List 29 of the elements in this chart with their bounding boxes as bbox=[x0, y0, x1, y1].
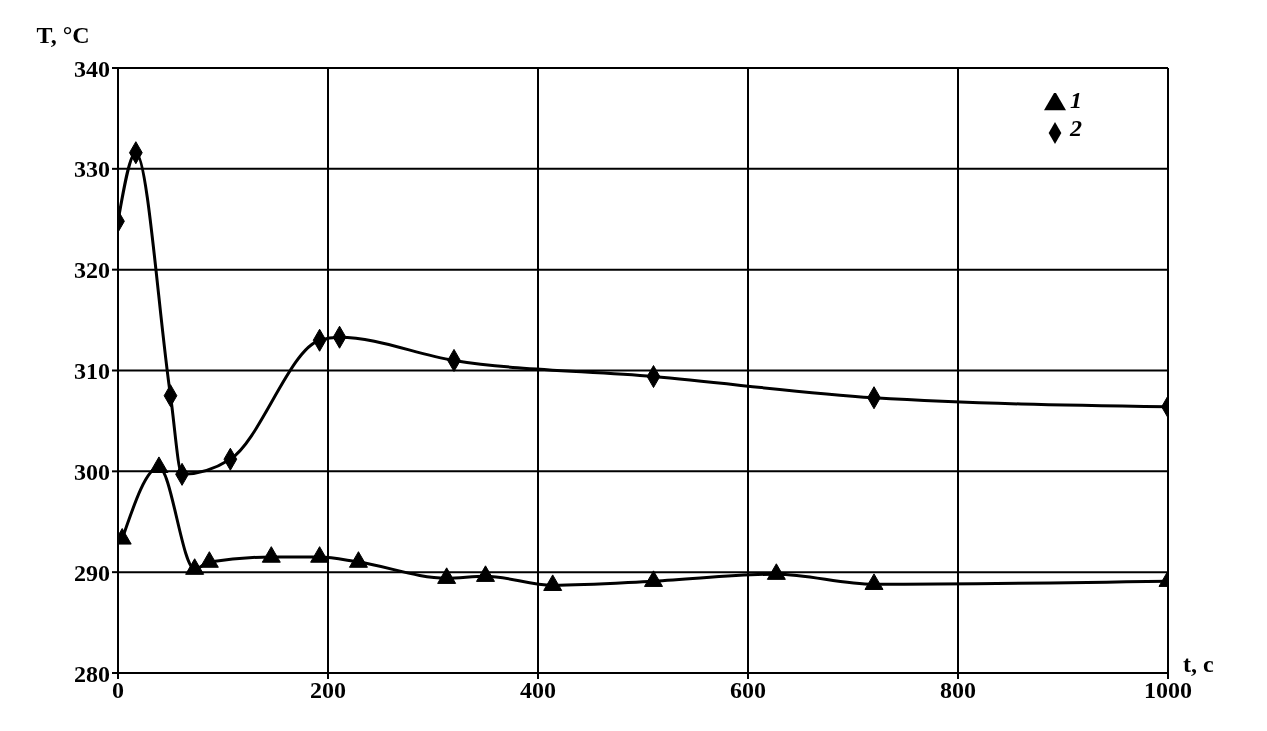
point bbox=[437, 567, 457, 584]
y-tick-label: 310 bbox=[74, 358, 110, 385]
point bbox=[310, 546, 330, 563]
point bbox=[476, 565, 495, 582]
point bbox=[261, 546, 281, 563]
x-tick-label: 800 bbox=[940, 677, 976, 704]
point bbox=[185, 558, 205, 575]
x-tick-label: 400 bbox=[520, 677, 556, 704]
point bbox=[864, 573, 884, 590]
legend-label: 1 bbox=[1070, 87, 1082, 113]
y-axis-title: T, °C bbox=[36, 22, 90, 48]
point bbox=[199, 551, 219, 568]
point bbox=[766, 563, 786, 580]
y-tick-label: 300 bbox=[74, 458, 110, 485]
point bbox=[149, 456, 169, 473]
point bbox=[543, 574, 563, 591]
point bbox=[348, 551, 368, 568]
x-tick-label: 1000 bbox=[1144, 677, 1192, 704]
x-tick-label: 0 bbox=[112, 677, 124, 704]
x-axis-title: t, c bbox=[1183, 650, 1214, 677]
y-tick-label: 290 bbox=[74, 559, 110, 586]
y-tick-label: 320 bbox=[74, 257, 110, 284]
x-tick-label: 200 bbox=[310, 677, 346, 704]
x-tick-label: 600 bbox=[730, 677, 766, 704]
point bbox=[644, 570, 663, 587]
y-tick-label: 340 bbox=[74, 55, 110, 82]
y-tick-label: 280 bbox=[74, 660, 110, 687]
legend-label: 2 bbox=[1070, 115, 1082, 142]
y-tick-label: 330 bbox=[74, 156, 110, 183]
